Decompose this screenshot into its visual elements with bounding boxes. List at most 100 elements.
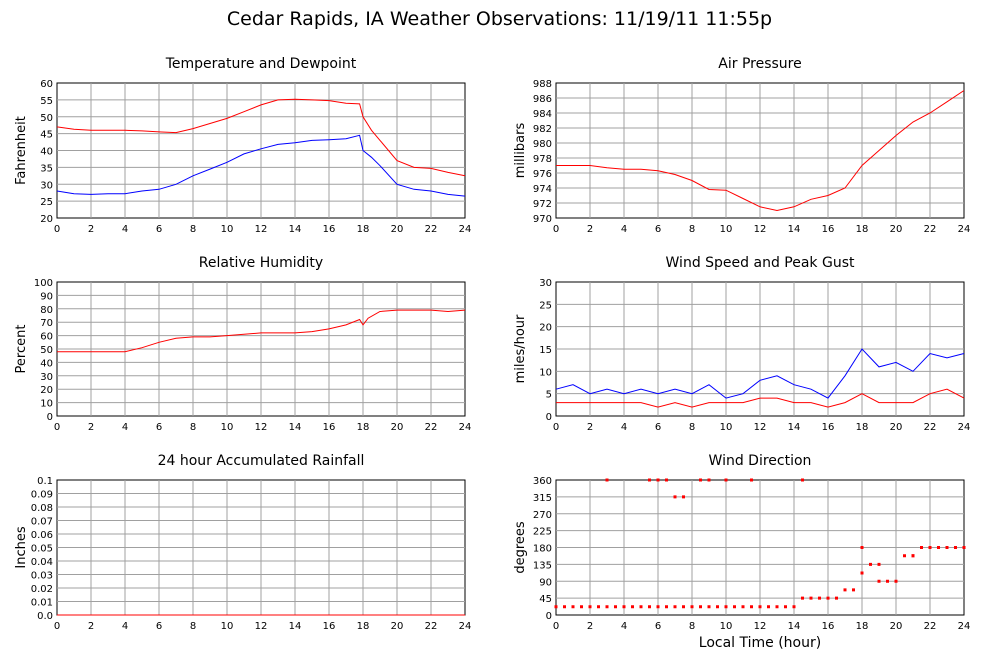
- chart-3-x-tick-label: 22: [425, 422, 438, 433]
- chart-5-y-tick-label: 0.05: [31, 544, 53, 555]
- chart-1-title: Temperature and Dewpoint: [165, 56, 357, 72]
- chart-6-point: [962, 546, 966, 549]
- chart-5-y-tick-label: 0.04: [31, 557, 53, 568]
- chart-6-point: [860, 546, 864, 549]
- chart-6-point: [894, 579, 898, 583]
- chart-1-x-tick-label: 14: [289, 224, 302, 235]
- chart-5-y-tick-label: 0.03: [31, 571, 53, 582]
- chart-3-y-tick-label: 80: [40, 305, 53, 316]
- chart-6-point: [928, 546, 932, 549]
- chart-6-y-tick-label: 45: [539, 594, 552, 605]
- chart-1-y-tick-label: 40: [40, 147, 53, 158]
- chart-5-x-tick-label: 10: [221, 621, 234, 632]
- chart-3-y-tick-label: 90: [40, 291, 53, 302]
- chart-1-x-tick-label: 4: [122, 224, 128, 235]
- chart-2-y-tick-label: 980: [533, 139, 552, 150]
- chart-6-title: Wind Direction: [709, 453, 812, 469]
- chart-3-y-tick-label: 10: [40, 399, 53, 410]
- chart-4-y-axis-label: miles/hour: [513, 314, 528, 383]
- chart-5-y-tick-label: 0.01: [31, 598, 53, 609]
- chart-2-y-axis-label: millibars: [513, 123, 528, 179]
- chart-6-point: [954, 546, 957, 549]
- chart-6-point: [809, 596, 813, 600]
- chart-5-y-tick-label: 0.1: [37, 476, 53, 487]
- chart-3-title: Relative Humidity: [199, 255, 323, 271]
- chart-6-point: [716, 605, 719, 609]
- chart-6-point: [605, 478, 609, 482]
- chart-2-x-tick-label: 24: [958, 224, 971, 235]
- chart-6-point: [792, 605, 796, 609]
- chart-5-x-tick-label: 0: [54, 621, 60, 632]
- chart-3-x-tick-label: 12: [255, 422, 268, 433]
- chart-4-x-tick-label: 24: [958, 422, 971, 433]
- chart-6-point: [631, 605, 634, 609]
- chart-2-x-tick-label: 14: [788, 224, 801, 235]
- chart-6-point: [801, 596, 804, 600]
- chart-3-x-tick-label: 16: [323, 422, 336, 433]
- chart-6-point: [903, 554, 906, 558]
- chart-6-x-tick-label: 12: [754, 621, 767, 632]
- chart-1-x-tick-label: 20: [391, 224, 404, 235]
- chart-4-y-tick-label: 20: [539, 323, 552, 334]
- chart-2-y-tick-label: 988: [533, 79, 552, 90]
- chart-6-point: [580, 605, 583, 609]
- chart-6-y-tick-label: 360: [533, 476, 552, 487]
- chart-6-point: [818, 596, 821, 600]
- chart-1-y-tick-label: 60: [40, 79, 53, 90]
- chart-6-y-tick-label: 315: [533, 493, 552, 504]
- chart-4-title: Wind Speed and Peak Gust: [666, 255, 855, 271]
- chart-4-y-tick-label: 15: [539, 345, 552, 356]
- chart-3-x-tick-label: 14: [289, 422, 302, 433]
- chart-1-x-tick-label: 16: [323, 224, 336, 235]
- chart-6-point: [682, 605, 685, 609]
- chart-3-y-tick-label: 60: [40, 332, 53, 343]
- chart-5-title: 24 hour Accumulated Rainfall: [158, 453, 365, 469]
- chart-6-point: [665, 478, 668, 482]
- chart-2-x-tick-label: 16: [822, 224, 835, 235]
- chart-3-y-tick-label: 50: [40, 345, 53, 356]
- chart-6-point: [886, 579, 889, 583]
- chart-5-x-tick-label: 22: [425, 621, 438, 632]
- chart-2-y-tick-label: 970: [533, 214, 552, 225]
- chart-2-x-tick-label: 10: [720, 224, 733, 235]
- chart-6-point: [877, 579, 881, 583]
- chart-6-point: [648, 605, 651, 609]
- chart-2-x-tick-label: 12: [754, 224, 767, 235]
- chart-5-x-tick-label: 20: [391, 621, 404, 632]
- chart-2-series-line-1: [556, 90, 965, 212]
- chart-6-point: [750, 605, 753, 609]
- chart-1-x-tick-label: 2: [88, 224, 94, 235]
- chart-6-point: [741, 605, 745, 609]
- chart-2-y-tick-label: 978: [533, 154, 552, 165]
- chart-6-point: [724, 478, 728, 482]
- chart-1-y-tick-label: 20: [40, 214, 53, 225]
- chart-6-point: [758, 605, 762, 609]
- chart-1-series-line-2: [56, 134, 466, 197]
- chart-5-y-tick-label: 0.02: [31, 584, 53, 595]
- chart-6-x-tick-label: 4: [621, 621, 627, 632]
- chart-6-point: [622, 605, 626, 609]
- chart-6-x-tick-label: 0: [553, 621, 559, 632]
- chart-6-y-tick-label: 0: [546, 611, 552, 622]
- chart-5-y-axis-label: Inches: [14, 526, 29, 568]
- chart-5-x-tick-label: 4: [122, 621, 128, 632]
- chart-6-point: [920, 546, 923, 549]
- chart-3-y-tick-label: 20: [40, 385, 53, 396]
- chart-1-x-tick-label: 12: [255, 224, 268, 235]
- chart-3-x-tick-label: 10: [221, 422, 234, 433]
- chart-3-y-tick-label: 100: [34, 278, 53, 289]
- chart-5-x-tick-label: 18: [357, 621, 370, 632]
- chart-6-x-tick-label: 18: [856, 621, 869, 632]
- chart-3-x-tick-label: 2: [88, 422, 94, 433]
- chart-2-title: Air Pressure: [718, 56, 801, 72]
- chart-5-x-tick-label: 12: [255, 621, 268, 632]
- chart-6-point: [639, 605, 643, 609]
- chart-6-x-tick-label: 2: [587, 621, 593, 632]
- chart-1-x-tick-label: 22: [425, 224, 438, 235]
- chart-6-point: [826, 596, 830, 600]
- chart-3-series-line-1: [57, 309, 466, 353]
- chart-4-y-tick-label: 0: [546, 412, 552, 423]
- chart-6-point: [707, 478, 711, 482]
- chart-4-x-tick-label: 12: [754, 422, 767, 433]
